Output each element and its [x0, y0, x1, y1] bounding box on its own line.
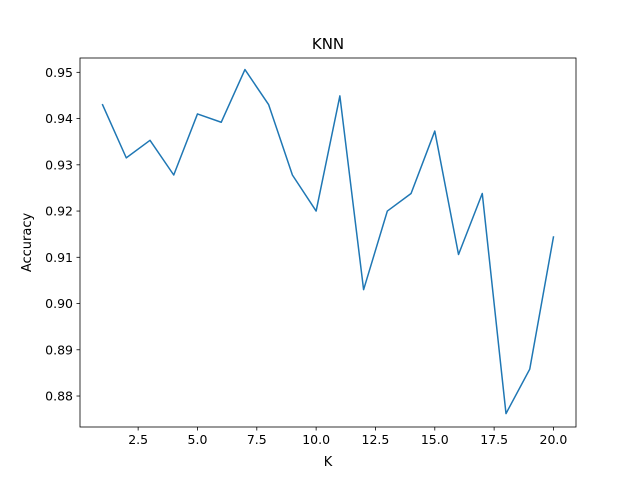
series-line-0: [101, 68, 555, 415]
x-tick-label: 17.5: [480, 432, 508, 447]
y-axis-label: Accuracy: [20, 213, 35, 273]
x-tick-label: 12.5: [362, 432, 390, 447]
x-tick-label: 7.5: [247, 432, 267, 447]
plot-area: [101, 68, 555, 415]
x-tick-label: 10.0: [302, 432, 330, 447]
y-tick-label: 0.95: [45, 65, 73, 80]
y-tick-label: 0.93: [45, 157, 73, 172]
y-tick-label: 0.91: [45, 250, 73, 265]
x-tick-label: 20.0: [540, 432, 568, 447]
y-tick-label: 0.89: [45, 342, 73, 357]
x-tick-label: 5.0: [188, 432, 208, 447]
y-tick-label: 0.94: [45, 111, 73, 126]
x-tick-label: 2.5: [128, 432, 148, 447]
axes-frame: [79, 57, 577, 428]
x-tick-label: 15.0: [421, 432, 449, 447]
y-tick-label: 0.92: [45, 204, 73, 219]
x-axis: 2.5 5.0 7.5 10.0 12.5 15.0 17.5 20.0: [128, 427, 567, 447]
x-axis-label: K: [324, 455, 333, 470]
y-axis: 0.88 0.89 0.90 0.91 0.92 0.93 0.94 0.95: [45, 65, 80, 404]
y-tick-label: 0.90: [45, 296, 73, 311]
y-tick-label: 0.88: [45, 389, 73, 404]
chart-title: KNN: [312, 35, 344, 53]
